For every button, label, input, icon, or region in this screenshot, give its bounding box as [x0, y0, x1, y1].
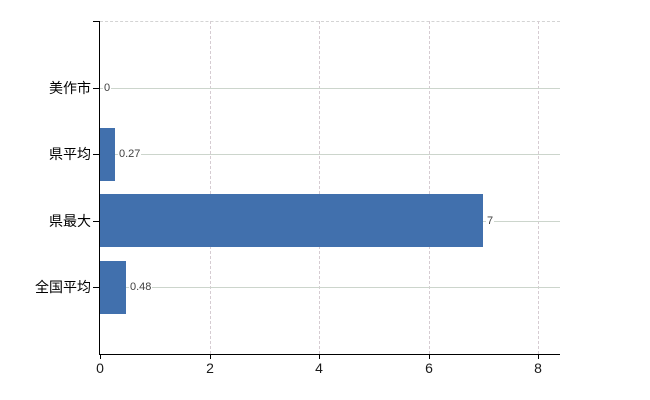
y-axis-tick — [93, 221, 100, 222]
value-label: 0 — [103, 81, 112, 95]
x-axis-line — [99, 354, 560, 355]
gridline-top — [100, 21, 560, 22]
row-gridline — [100, 287, 560, 288]
x-axis-tick — [538, 354, 539, 359]
v-gridline — [538, 21, 539, 354]
x-tick-label: 6 — [425, 360, 433, 376]
y-axis-tick — [93, 88, 100, 89]
x-axis-tick — [319, 354, 320, 359]
x-axis-tick — [210, 354, 211, 359]
value-label: 0.48 — [129, 280, 153, 294]
x-tick-label: 0 — [96, 360, 104, 376]
category-label: 県平均 — [49, 146, 91, 162]
x-axis-tick — [429, 354, 430, 359]
y-axis-tick — [93, 154, 100, 155]
v-gridline — [210, 21, 211, 354]
x-tick-label: 4 — [315, 360, 323, 376]
y-axis-top-tick — [93, 21, 100, 22]
category-label: 全国平均 — [35, 279, 91, 295]
bar — [100, 261, 126, 314]
y-axis-tick — [93, 287, 100, 288]
y-axis-line — [99, 21, 100, 355]
x-tick-label: 8 — [534, 360, 542, 376]
category-label: 美作市 — [49, 80, 91, 96]
bar — [100, 194, 483, 247]
value-label: 7 — [486, 214, 495, 228]
v-gridline — [319, 21, 320, 354]
bar — [100, 128, 115, 181]
value-label: 0.27 — [118, 147, 142, 161]
category-label: 県最大 — [49, 213, 91, 229]
x-axis-tick — [100, 354, 101, 359]
row-gridline — [100, 154, 560, 155]
x-tick-label: 2 — [206, 360, 214, 376]
v-gridline — [429, 21, 430, 354]
row-gridline — [100, 88, 560, 89]
